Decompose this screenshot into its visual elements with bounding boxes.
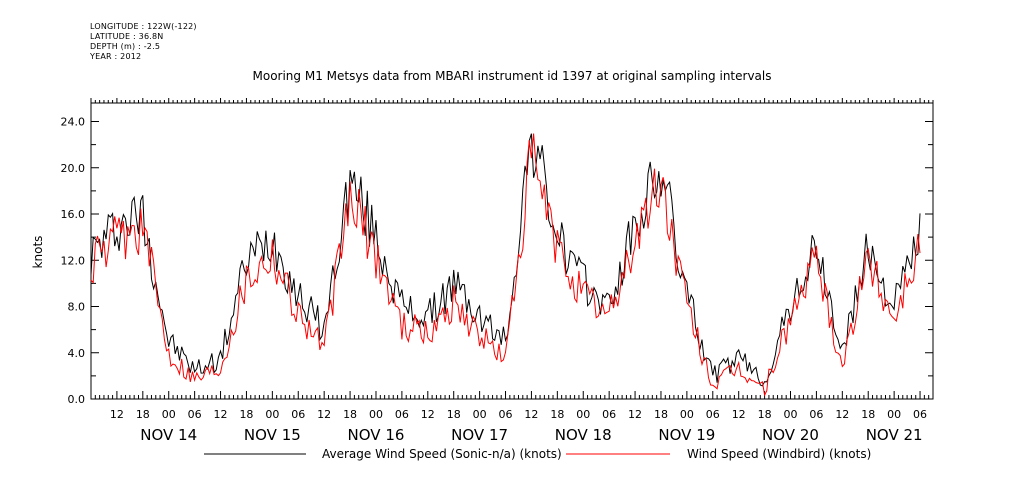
axis-labels: 0.0 4.0 8.0 12.0 16.0 20.0 24.0 12 18 00 06 12 18 00 0… — [61, 116, 928, 445]
x-tick-hour-label: 18 — [550, 408, 564, 421]
x-tick-hour-label: 00 — [473, 408, 487, 421]
y-tick-label: 16.0 — [61, 208, 86, 221]
y-tick-label: 20.0 — [61, 162, 86, 175]
x-tick-hour-label: 06 — [602, 408, 616, 421]
legend: Average Wind Speed (Sonic-n/a) (knots) W… — [204, 447, 871, 461]
x-tick-hour-label: 18 — [447, 408, 461, 421]
x-tick-day-label: NOV 19 — [658, 426, 715, 444]
x-tick-hour-label: 06 — [291, 408, 305, 421]
y-axis-label: knots — [31, 236, 45, 269]
chart-title: Mooring M1 Metsys data from MBARI instru… — [253, 69, 772, 83]
x-tick-hour-label: 06 — [499, 408, 513, 421]
x-tick-hour-label: 06 — [913, 408, 927, 421]
x-tick-hour-label: 06 — [809, 408, 823, 421]
x-tick-day-label: NOV 16 — [348, 426, 405, 444]
x-tick-hour-label: 00 — [162, 408, 176, 421]
x-tick-day-label: NOV 14 — [140, 426, 197, 444]
x-tick-day-label: NOV 20 — [762, 426, 819, 444]
axis-ticks — [90, 98, 934, 400]
x-tick-hour-label: 00 — [576, 408, 590, 421]
y-tick-label: 4.0 — [68, 347, 86, 360]
series-layer — [90, 133, 921, 397]
metadata-longitude: LONGITUDE : 122W(-122) — [90, 22, 197, 31]
legend-label-windbird: Wind Speed (Windbird) (knots) — [687, 447, 871, 461]
metadata-block: LONGITUDE : 122W(-122) LATITUDE : 36.8N … — [90, 22, 197, 62]
y-tick-label: 24.0 — [61, 116, 86, 129]
x-tick-hour-label: 12 — [317, 408, 331, 421]
plot-frame — [90, 102, 934, 400]
x-tick-hour-label: 18 — [343, 408, 357, 421]
x-tick-hour-label: 06 — [188, 408, 202, 421]
x-tick-hour-label: 12 — [732, 408, 746, 421]
x-tick-hour-label: 12 — [835, 408, 849, 421]
legend-label-sonic: Average Wind Speed (Sonic-n/a) (knots) — [322, 447, 562, 461]
x-tick-hour-label: 00 — [265, 408, 279, 421]
x-tick-hour-label: 12 — [214, 408, 228, 421]
x-tick-hour-label: 18 — [861, 408, 875, 421]
x-tick-hour-label: 12 — [628, 408, 642, 421]
y-tick-label: 0.0 — [68, 393, 86, 406]
y-tick-label: 12.0 — [61, 254, 86, 267]
metadata-year: YEAR : 2012 — [90, 52, 142, 61]
x-tick-hour-label: 00 — [369, 408, 383, 421]
x-tick-hour-label: 00 — [887, 408, 901, 421]
x-tick-hour-label: 00 — [680, 408, 694, 421]
x-tick-hour-label: 18 — [136, 408, 150, 421]
x-tick-hour-label: 12 — [421, 408, 435, 421]
x-tick-day-label: NOV 21 — [866, 426, 923, 444]
x-tick-hour-label: 12 — [110, 408, 124, 421]
x-tick-day-label: NOV 15 — [244, 426, 301, 444]
x-tick-hour-label: 00 — [784, 408, 798, 421]
series-line-sonic — [90, 133, 921, 387]
x-tick-hour-label: 06 — [395, 408, 409, 421]
metadata-latitude: LATITUDE : 36.8N — [90, 32, 164, 41]
series-line-windbird — [90, 133, 921, 397]
metadata-depth: DEPTH (m) : -2.5 — [90, 42, 161, 51]
x-tick-hour-label: 18 — [654, 408, 668, 421]
y-tick-label: 8.0 — [68, 301, 86, 314]
x-tick-day-label: NOV 17 — [451, 426, 508, 444]
x-tick-hour-label: 18 — [239, 408, 253, 421]
x-tick-day-label: NOV 18 — [555, 426, 612, 444]
x-tick-hour-label: 12 — [524, 408, 538, 421]
x-tick-hour-label: 06 — [706, 408, 720, 421]
x-tick-hour-label: 18 — [758, 408, 772, 421]
